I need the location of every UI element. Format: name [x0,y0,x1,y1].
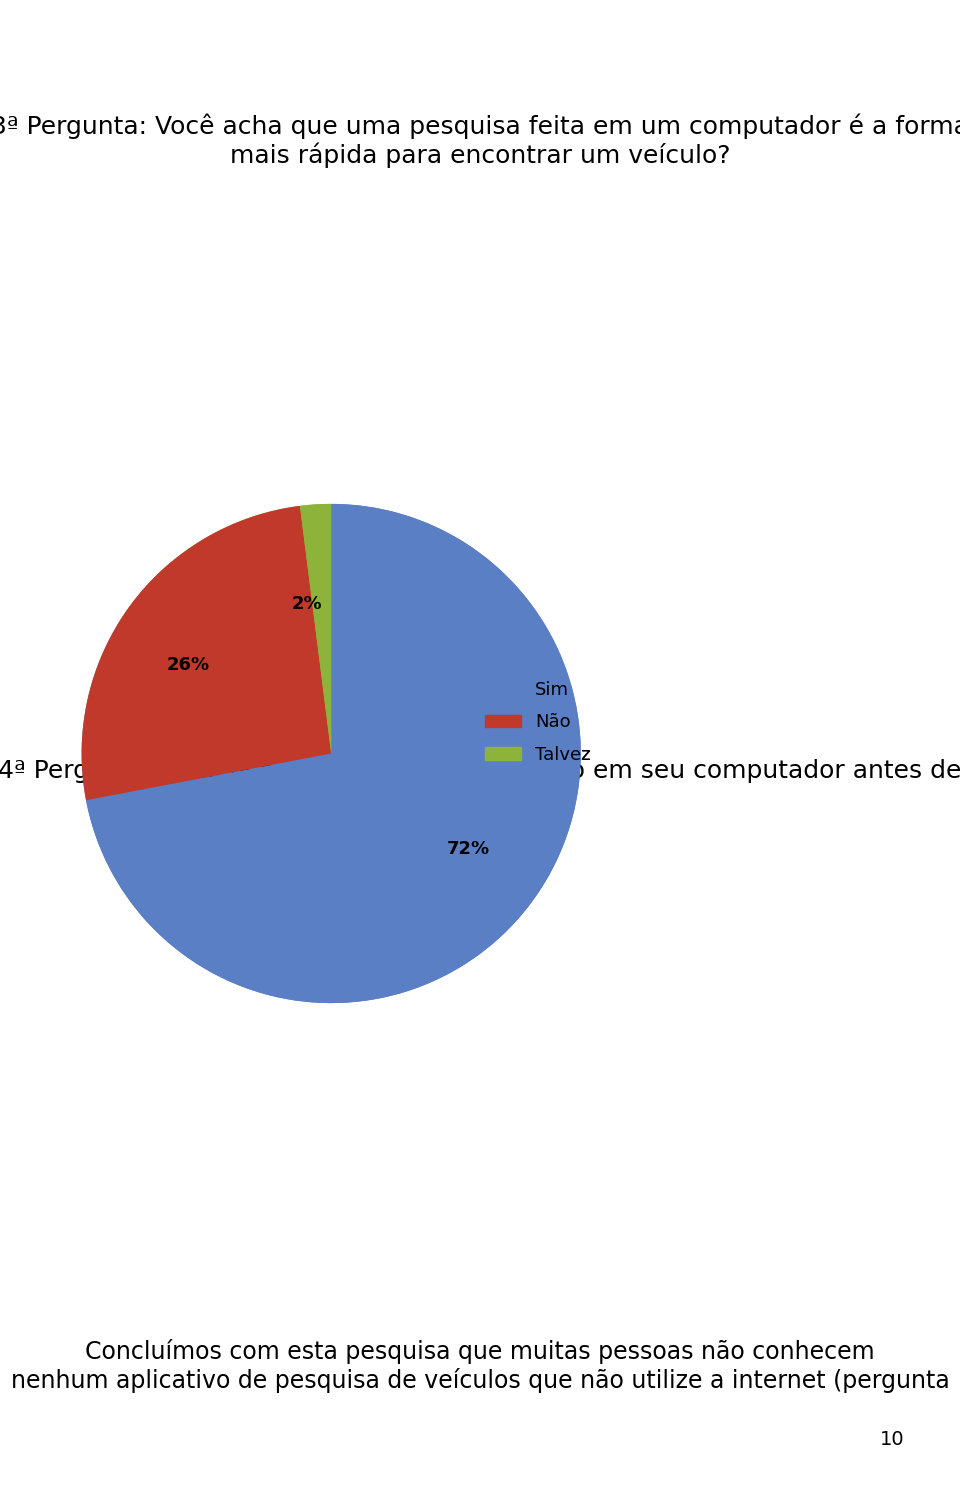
Text: 2%: 2% [291,595,322,613]
Wedge shape [82,506,331,800]
Text: 3ª Pergunta: Você acha que uma pesquisa feita em um computador é a forma
mais rá: 3ª Pergunta: Você acha que uma pesquisa … [0,113,960,169]
Text: 11%: 11% [237,604,280,621]
Wedge shape [86,503,581,1004]
Wedge shape [120,561,331,754]
Text: 72%: 72% [446,839,490,857]
Legend: Sim, Não, Talvez: Sim, Não, Talvez [477,674,598,772]
Wedge shape [300,503,331,754]
Text: 10: 10 [879,1430,904,1450]
Text: 5%: 5% [188,645,219,663]
Wedge shape [82,503,581,1004]
Text: Concluímos com esta pesquisa que muitas pessoas não conhecem
nenhum aplicativo d: Concluímos com esta pesquisa que muitas … [11,1340,949,1392]
Text: 26%: 26% [167,657,210,675]
Legend: Sim, Não, Talvez: Sim, Não, Talvez [477,674,598,772]
Text: 4ª Pergunta: Você já pesquisou sobre um carro em seu computador antes de
comprá-: 4ª Pergunta: Você já pesquisou sobre um … [0,758,960,812]
Wedge shape [172,503,331,754]
Text: 84%: 84% [403,876,446,894]
